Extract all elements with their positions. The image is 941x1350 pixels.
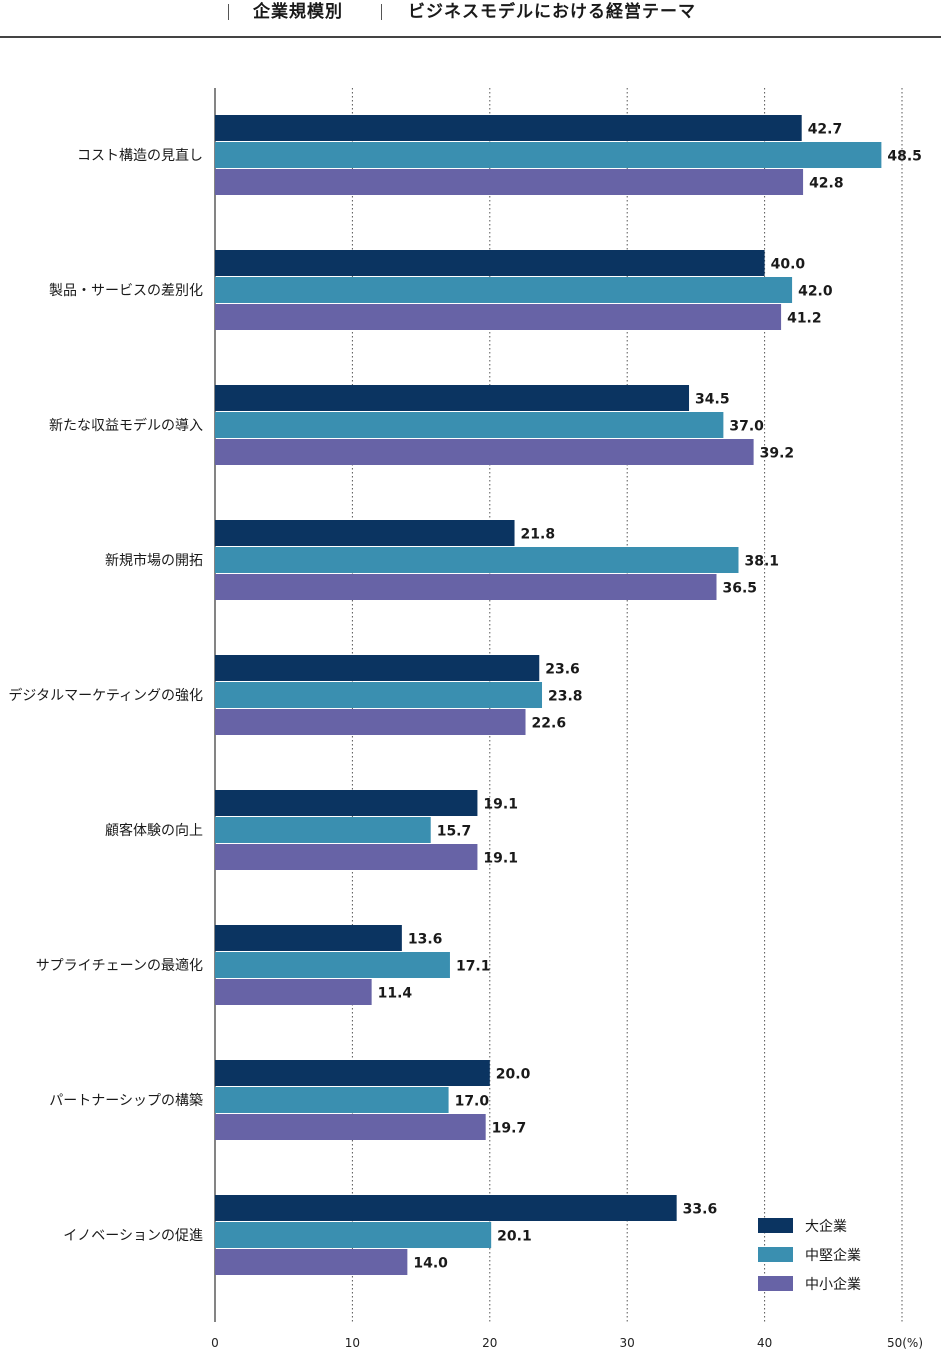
x-tick-label-40: 40 bbox=[757, 1336, 772, 1350]
bar-mid bbox=[215, 1087, 449, 1113]
data-label: 15.7 bbox=[437, 824, 472, 840]
bar-small bbox=[215, 709, 526, 735]
data-label: 33.6 bbox=[683, 1202, 718, 1218]
legend-swatch-small bbox=[758, 1276, 793, 1291]
bar-large bbox=[215, 790, 478, 816]
legend-label-small: 中小企業 bbox=[805, 1276, 861, 1293]
header-divider-right bbox=[381, 4, 382, 20]
bar-mid bbox=[215, 817, 431, 843]
bar-small bbox=[215, 1114, 486, 1140]
bar-large bbox=[215, 655, 540, 681]
x-tick-label-50: 50(%) bbox=[887, 1336, 923, 1350]
legend-label-large: 大企業 bbox=[805, 1218, 847, 1235]
legend-label-mid: 中堅企業 bbox=[805, 1247, 861, 1264]
data-label: 40.0 bbox=[771, 257, 806, 273]
category-label: サプライチェーンの最適化 bbox=[36, 957, 203, 974]
bar-mid bbox=[215, 952, 450, 978]
data-label: 19.1 bbox=[483, 851, 518, 867]
bar-large bbox=[215, 1195, 677, 1221]
category-label: デジタルマーケティングの強化 bbox=[8, 687, 203, 704]
bar-large bbox=[215, 115, 802, 141]
data-label: 20.1 bbox=[497, 1229, 532, 1245]
category-label: 顧客体験の向上 bbox=[105, 822, 203, 839]
data-label: 23.8 bbox=[548, 689, 583, 705]
x-tick-label-0: 0 bbox=[211, 1336, 219, 1350]
data-label: 19.1 bbox=[483, 797, 518, 813]
bar-mid bbox=[215, 1222, 492, 1248]
header-left-title: 企業規模別 bbox=[253, 2, 343, 22]
data-label: 21.8 bbox=[521, 527, 556, 543]
data-label: 22.6 bbox=[532, 716, 567, 732]
category-label: 製品・サービスの差別化 bbox=[49, 283, 203, 299]
data-label: 36.5 bbox=[723, 581, 758, 597]
x-tick-label-20: 20 bbox=[482, 1336, 497, 1350]
category-label: 新たな収益モデルの導入 bbox=[49, 417, 203, 434]
data-label: 38.1 bbox=[744, 554, 779, 570]
header-divider-left bbox=[228, 4, 229, 20]
bar-small bbox=[215, 169, 804, 195]
bar-small bbox=[215, 439, 754, 465]
bar-small bbox=[215, 1249, 408, 1275]
legend-swatch-mid bbox=[758, 1247, 793, 1262]
data-label: 20.0 bbox=[496, 1067, 531, 1083]
bar-large bbox=[215, 385, 690, 411]
category-label: パートナーシップの構築 bbox=[49, 1093, 203, 1109]
bar-mid bbox=[215, 142, 882, 168]
bar-mid bbox=[215, 682, 543, 708]
data-label: 42.0 bbox=[798, 284, 833, 300]
bar-large bbox=[215, 520, 515, 546]
bar-large bbox=[215, 925, 402, 951]
category-label: コスト構造の見直し bbox=[77, 147, 203, 164]
x-tick-label-10: 10 bbox=[345, 1336, 360, 1350]
data-label: 42.8 bbox=[809, 176, 844, 192]
bar-mid bbox=[215, 412, 724, 438]
data-label: 23.6 bbox=[545, 662, 580, 678]
data-label: 17.1 bbox=[456, 959, 491, 975]
data-label: 41.2 bbox=[787, 311, 822, 327]
data-label: 19.7 bbox=[492, 1121, 527, 1137]
bar-small bbox=[215, 304, 782, 330]
data-label: 11.4 bbox=[378, 986, 413, 1002]
bar-large bbox=[215, 1060, 490, 1086]
data-label: 48.5 bbox=[887, 149, 922, 165]
bar-small bbox=[215, 574, 717, 600]
bar-small bbox=[215, 979, 372, 1005]
data-label: 34.5 bbox=[695, 392, 730, 408]
bar-small bbox=[215, 844, 478, 870]
bar-mid bbox=[215, 547, 739, 573]
data-label: 42.7 bbox=[808, 122, 843, 138]
category-label: 新規市場の開拓 bbox=[105, 552, 203, 569]
data-label: 17.0 bbox=[455, 1094, 490, 1110]
data-label: 39.2 bbox=[760, 446, 795, 462]
header-right-title: ビジネスモデルにおける経営テーマ bbox=[408, 2, 696, 22]
x-tick-label-30: 30 bbox=[620, 1336, 635, 1350]
page-header: 企業規模別 ビジネスモデルにおける経営テーマ bbox=[0, 0, 941, 38]
legend-swatch-large bbox=[758, 1218, 793, 1233]
data-label: 14.0 bbox=[413, 1256, 448, 1272]
category-label: イノベーションの促進 bbox=[63, 1228, 203, 1244]
bar-large bbox=[215, 250, 765, 276]
bar-mid bbox=[215, 277, 793, 303]
data-label: 13.6 bbox=[408, 932, 443, 948]
data-label: 37.0 bbox=[729, 419, 764, 435]
